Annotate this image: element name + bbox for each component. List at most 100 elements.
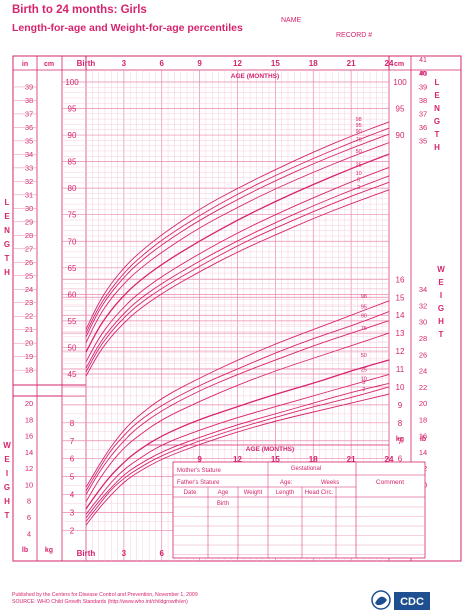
length-unit-in: in: [22, 61, 28, 68]
weight-curve-p5: [85, 386, 390, 522]
length-unit-in-right: in: [420, 70, 426, 77]
length-cm-tick-60: 60: [68, 290, 77, 299]
top-age-tick-extra: 41: [419, 57, 427, 64]
length-curve-p25: [85, 167, 390, 363]
weight-unit-kg-left: kg: [45, 547, 53, 554]
chart-title-line2: Length-for-age and Weight-for-age percen…: [12, 22, 243, 34]
top-age-tick-18: 18: [309, 59, 318, 68]
side-length-right-3: G: [434, 117, 440, 126]
length-cm-tick-70: 70: [68, 237, 77, 246]
weight-curve-p95: [85, 311, 390, 492]
weight-pct-label-25: 25: [361, 367, 367, 373]
weight-curve-p98: [85, 300, 390, 488]
length-unit-cm-right: cm: [394, 61, 404, 68]
weight-kg-tick-12: 12: [396, 347, 405, 356]
top-age-tick-3: 3: [122, 59, 127, 68]
side-weight-right-2: I: [440, 291, 442, 300]
length-pct-label-75: 75: [356, 137, 362, 143]
side-weight-left-5: T: [5, 511, 10, 520]
weight-kg-tick-8: 8: [398, 419, 403, 428]
weight-pct-label-5: 5: [362, 380, 365, 386]
footer-published: Published by the Centers for Disease Con…: [12, 592, 198, 598]
column-header-3: Length: [276, 490, 294, 496]
weight-kg-tick-11: 11: [396, 365, 405, 374]
length-in-right-tick-36: 36: [419, 123, 427, 132]
side-weight-right-3: G: [438, 304, 444, 313]
length-curve-p10: [85, 175, 390, 369]
side-weight-right-0: W: [437, 265, 445, 274]
side-length-left-3: G: [4, 240, 10, 249]
length-in-right-tick-35: 35: [419, 136, 427, 145]
weight-curve-p75: [85, 332, 390, 502]
length-x-axis-label: AGE (MONTHS): [231, 73, 279, 80]
weight-kg-tick-7: 7: [398, 437, 403, 446]
column-header-0: Date: [184, 490, 197, 496]
footer-source: SOURCE: WHO Child Growth Standards (http…: [12, 599, 188, 605]
weight-kg-left-tick-7: 7: [70, 437, 75, 446]
top-age-tick-15: 15: [271, 59, 280, 68]
side-length-left-5: H: [4, 268, 10, 277]
length-curve-p75: [85, 142, 390, 343]
length-cm-tick-55: 55: [68, 317, 77, 326]
length-unit-cm: cm: [44, 61, 54, 68]
side-weight-left-2: I: [6, 469, 8, 478]
weight-kg-left-tick-5: 5: [70, 473, 75, 482]
chart-frame: [12, 55, 462, 562]
cdc-logo-text: CDC: [400, 596, 424, 608]
top-age-tick-9: 9: [197, 59, 202, 68]
length-cm-tick-95: 95: [68, 105, 77, 114]
gestational-label: Gestational: [291, 466, 321, 472]
weight-pct-label-10: 10: [361, 376, 367, 382]
length-cm-tick-50: 50: [68, 343, 77, 352]
side-length-right-5: H: [434, 143, 440, 152]
info-table: [172, 461, 426, 559]
length-curve-p5: [85, 181, 390, 373]
bottom-age-tick-3: 3: [122, 549, 127, 558]
weight-curve-p25: [85, 373, 390, 515]
weight-lb-left-tick-6: 6: [27, 513, 31, 522]
weight-kg-tick-9: 9: [398, 401, 403, 410]
length-pct-label-2: 2: [357, 185, 360, 191]
length-curve-p50: [85, 153, 390, 353]
length-in-right-tick-40: 40: [419, 69, 427, 78]
weight-pct-label-95: 95: [361, 305, 367, 311]
weight-lb-tick-24: 24: [419, 367, 427, 376]
weight-kg-tick-15: 15: [396, 293, 405, 302]
weight-lb-tick-28: 28: [419, 334, 427, 343]
length-in-right-tick-38: 38: [419, 96, 427, 105]
column-header-1: Age: [218, 490, 229, 496]
top-age-tick-6: 6: [160, 59, 165, 68]
weight-lb-tick-22: 22: [419, 383, 427, 392]
side-length-left-2: N: [4, 226, 10, 235]
length-cm-tick-80: 80: [68, 184, 77, 193]
length-cm-tick-90: 90: [68, 131, 77, 140]
side-weight-left-4: H: [4, 497, 10, 506]
first-row-birth: Birth: [217, 501, 229, 507]
column-header-2: Weight: [244, 490, 263, 496]
side-weight-right-5: T: [439, 330, 444, 339]
weight-x-axis-label: AGE (MONTHS): [246, 446, 294, 453]
side-length-left-1: E: [4, 212, 10, 221]
length-pct-label-90: 90: [356, 129, 362, 135]
length-pct-label-95: 95: [356, 123, 362, 129]
weight-lb-tick-18: 18: [419, 415, 427, 424]
length-cm-tick-75: 75: [68, 211, 77, 220]
chart-title-line1: Birth to 24 months: Girls: [12, 4, 147, 16]
length-pct-label-98: 98: [356, 117, 362, 123]
length-in-right-tick-39: 39: [419, 82, 427, 91]
weight-kg-tick-14: 14: [396, 311, 405, 320]
name-label: NAME: [281, 17, 302, 24]
weight-lb-tick-14: 14: [419, 448, 427, 457]
weight-age-tick-9: 9: [197, 455, 202, 464]
weight-curve-p90: [85, 320, 390, 495]
top-age-tick-24: 24: [385, 59, 394, 68]
length-pct-label-50: 50: [356, 149, 362, 155]
length-cm-right-tick-100: 100: [393, 78, 407, 87]
weight-kg-left-tick-3: 3: [70, 509, 75, 518]
weight-lb-left-tick-20: 20: [25, 399, 33, 408]
weight-pct-label-50: 50: [361, 353, 367, 359]
side-weight-left-3: G: [4, 483, 10, 492]
length-curve-p90: [85, 133, 390, 337]
top-age-tick-12: 12: [233, 59, 242, 68]
